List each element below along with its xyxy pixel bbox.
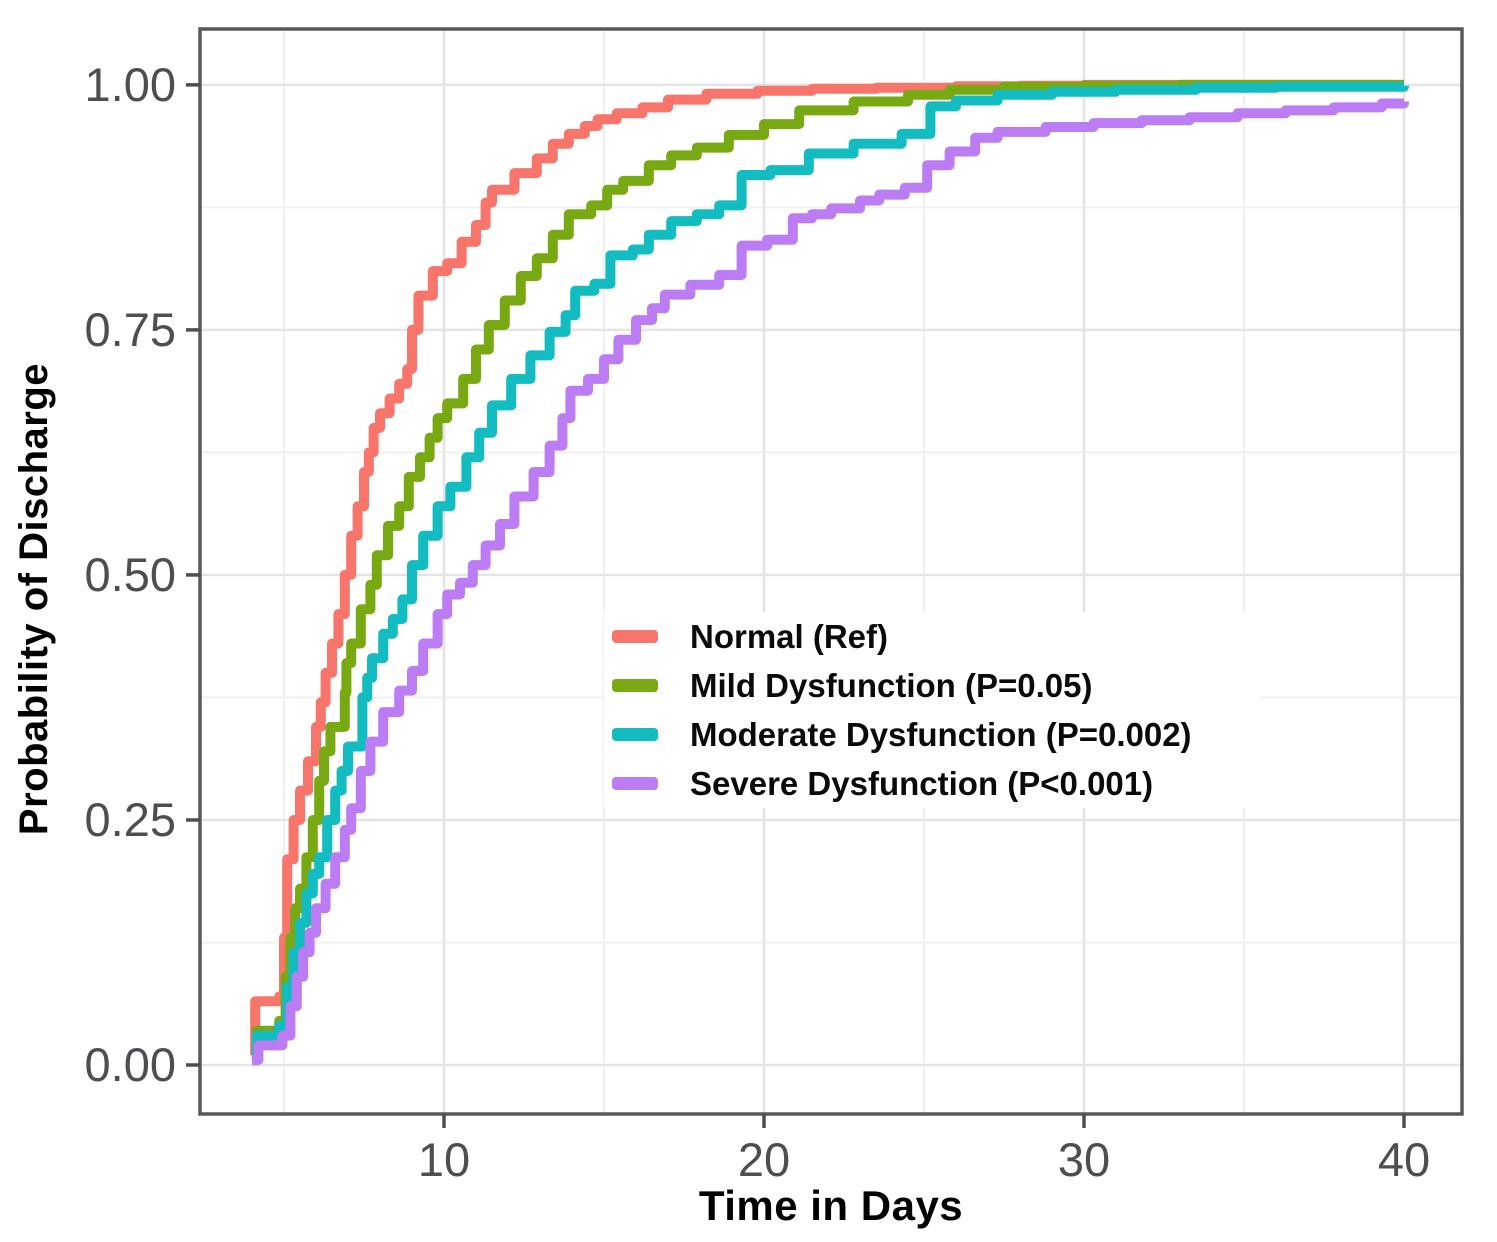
- x-tick-label: 20: [738, 1133, 790, 1186]
- legend-swatch-moderate: [612, 728, 658, 741]
- legend-swatch-mild: [612, 679, 658, 692]
- y-tick-label: 0.75: [85, 303, 176, 356]
- legend: Normal (Ref) Mild Dysfunction (P=0.05) M…: [604, 612, 1259, 808]
- x-tick-label: 40: [1378, 1133, 1430, 1186]
- legend-label-mild: Mild Dysfunction (P=0.05): [690, 666, 1093, 704]
- legend-label-normal: Normal (Ref): [690, 617, 889, 655]
- curve-mild: [251, 79, 1404, 1066]
- legend-item-moderate: Moderate Dysfunction (P=0.002): [604, 711, 1259, 759]
- curve-severe: [252, 98, 1409, 1066]
- axis-ticks: [186, 83, 1406, 1128]
- gridlines-major: [200, 29, 1462, 1114]
- x-tick-label: 10: [418, 1133, 470, 1186]
- legend-item-severe: Severe Dysfunction (P<0.001): [604, 760, 1259, 808]
- curve-moderate: [251, 81, 1409, 1066]
- survival-curves: [250, 79, 1409, 1066]
- curve-normal: [250, 79, 1404, 1061]
- x-tick-label: 30: [1058, 1133, 1110, 1186]
- legend-label-moderate: Moderate Dysfunction (P=0.002): [690, 715, 1192, 753]
- legend-swatch-severe: [612, 777, 658, 790]
- panel-border: [198, 27, 1464, 1116]
- legend-label-severe: Severe Dysfunction (P<0.001): [690, 764, 1154, 802]
- legend-item-mild: Mild Dysfunction (P=0.05): [604, 662, 1259, 710]
- y-axis-title: Probability of Discharge: [12, 362, 56, 836]
- y-tick-label: 0.25: [85, 793, 176, 846]
- x-axis-title: Time in Days: [698, 1182, 964, 1229]
- y-tick-label: 0.50: [85, 548, 176, 601]
- legend-item-normal: Normal (Ref): [604, 613, 1259, 661]
- y-tick-label: 1.00: [85, 58, 176, 111]
- y-tick-label: 0.00: [85, 1038, 176, 1091]
- gridlines-minor: [200, 29, 1462, 1114]
- axis-tick-labels: 10 20 30 40 0.00 0.25 0.50 0.75 1.00: [85, 58, 1431, 1186]
- legend-swatch-normal: [612, 630, 658, 643]
